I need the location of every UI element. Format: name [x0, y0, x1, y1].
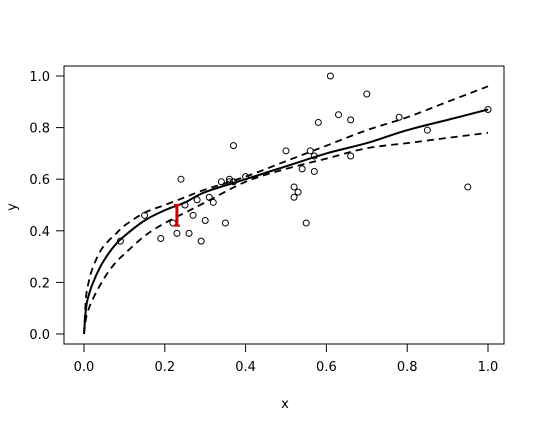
- data-point: [395, 113, 403, 121]
- fit-line: [83, 108, 489, 335]
- data-point: [173, 229, 181, 237]
- data-point: [290, 193, 298, 201]
- data-point: [347, 116, 355, 124]
- x-tick-label: 0.4: [235, 360, 256, 375]
- data-point: [209, 198, 217, 206]
- x-axis-label: x: [281, 397, 289, 412]
- highlight-interval: [173, 204, 180, 227]
- confidence-band-line: [83, 85, 489, 335]
- data-point: [423, 126, 431, 134]
- data-point: [181, 201, 189, 209]
- x-axis: 0.0 0.2 0.4 0.6 0.8 1.0: [74, 343, 499, 375]
- y-tick-label: 0.2: [29, 276, 50, 291]
- x-tick-label: 1.0: [478, 360, 499, 375]
- data-point: [464, 183, 472, 191]
- data-point: [347, 152, 355, 160]
- data-point: [185, 229, 193, 237]
- data-point: [141, 211, 149, 219]
- plot-frame: [63, 65, 505, 345]
- data-point: [335, 111, 343, 119]
- y-tick-label: 0.6: [29, 173, 50, 188]
- x-tick-label: 0.2: [154, 360, 175, 375]
- data-point: [314, 118, 322, 126]
- data-point: [193, 196, 201, 204]
- data-point: [302, 219, 310, 227]
- data-point: [189, 211, 197, 219]
- data-point: [290, 183, 298, 191]
- y-tick-label: 0.4: [29, 225, 50, 240]
- data-point: [217, 178, 225, 186]
- data-point: [282, 147, 290, 155]
- data-point: [201, 216, 209, 224]
- confidence-band-line: [83, 131, 489, 335]
- x-tick-label: 0.0: [74, 360, 95, 375]
- data-point: [197, 237, 205, 245]
- data-point: [310, 167, 318, 175]
- data-point: [177, 175, 185, 183]
- data-point: [306, 147, 314, 155]
- data-point: [229, 178, 237, 186]
- data-point: [225, 178, 233, 186]
- y-axis: 0.0 0.2 0.4 0.6 0.8 1.0: [29, 70, 65, 343]
- data-point: [484, 106, 492, 114]
- y-tick-label: 0.0: [29, 328, 50, 343]
- x-tick-label: 0.8: [397, 360, 418, 375]
- data-point: [205, 193, 213, 201]
- fit-curves: [83, 85, 489, 335]
- data-points: [116, 72, 492, 245]
- data-point: [298, 165, 306, 173]
- y-tick-label: 1.0: [29, 70, 50, 85]
- data-point: [326, 72, 334, 80]
- y-axis-label: y: [5, 203, 20, 211]
- x-tick-label: 0.6: [316, 360, 337, 375]
- data-point: [310, 152, 318, 160]
- data-point: [221, 219, 229, 227]
- data-point: [116, 237, 124, 245]
- data-point: [242, 173, 250, 181]
- data-point: [157, 235, 165, 243]
- data-point: [294, 188, 302, 196]
- data-point: [229, 142, 237, 150]
- y-tick-label: 0.8: [29, 122, 50, 137]
- data-point: [363, 90, 371, 98]
